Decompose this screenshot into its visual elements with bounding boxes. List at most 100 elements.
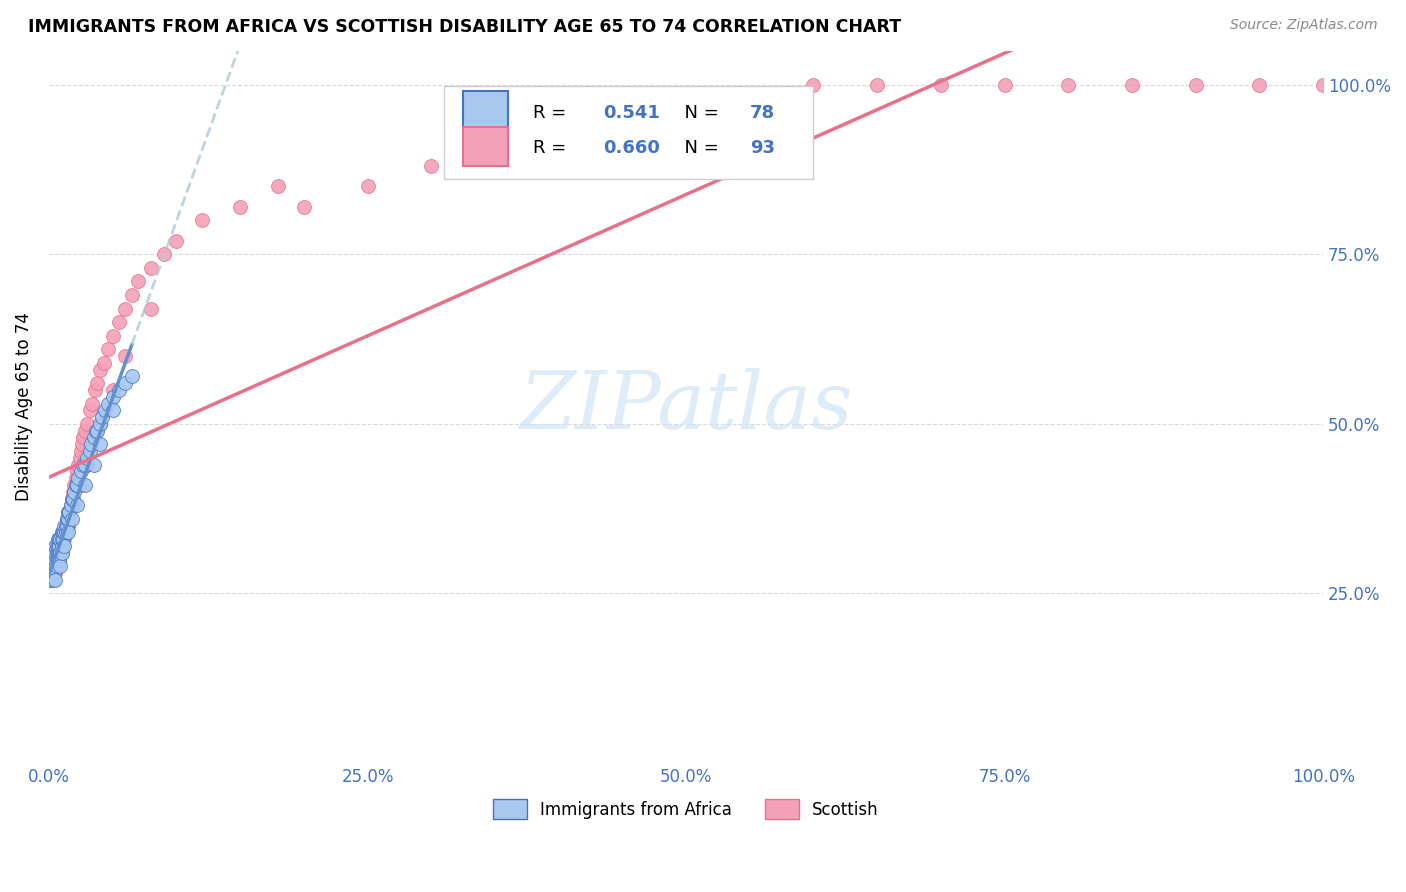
Point [45, 559, 67, 574]
Point [94, 403, 117, 417]
Point [80, 437, 103, 451]
Point [82, 396, 104, 410]
Point [152, 247, 174, 261]
Text: 78: 78 [749, 103, 775, 121]
Point [52, 525, 75, 540]
Point [42, 559, 65, 574]
Point [69, 478, 91, 492]
Point [42, 566, 65, 581]
Point [60, 512, 83, 526]
Point [46, 546, 69, 560]
Point [139, 260, 162, 275]
Point [76, 417, 98, 431]
Point [101, 403, 124, 417]
Point [97, 396, 120, 410]
Point [44, 552, 66, 566]
Text: N =: N = [673, 139, 725, 157]
Point [51, 546, 73, 560]
Point [51, 539, 73, 553]
Point [52, 533, 75, 547]
Point [93, 356, 115, 370]
Point [56, 512, 79, 526]
Point [547, 132, 569, 146]
Point [48, 533, 70, 547]
Text: ZIPatlas: ZIPatlas [519, 368, 853, 446]
Point [52, 525, 75, 540]
Point [73, 458, 96, 472]
Point [73, 424, 96, 438]
Point [91, 410, 114, 425]
Point [44, 573, 66, 587]
Point [49, 533, 72, 547]
Point [41, 566, 63, 581]
Point [63, 478, 86, 492]
Point [55, 525, 77, 540]
Point [1121, 78, 1143, 92]
Point [42, 552, 65, 566]
Point [1249, 78, 1271, 92]
Point [1312, 78, 1334, 92]
Point [42, 573, 65, 587]
Point [72, 430, 94, 444]
Point [39, 566, 62, 581]
Point [65, 471, 87, 485]
Point [51, 525, 73, 540]
Point [48, 539, 70, 553]
Point [84, 424, 107, 438]
Point [70, 437, 93, 451]
Point [292, 200, 315, 214]
Point [69, 464, 91, 478]
Point [46, 539, 69, 553]
Point [42, 573, 65, 587]
Point [48, 546, 70, 560]
Point [484, 145, 506, 160]
Point [53, 518, 76, 533]
Point [108, 383, 131, 397]
Point [58, 505, 80, 519]
Point [41, 552, 63, 566]
Point [51, 533, 73, 547]
Point [97, 343, 120, 357]
Point [48, 533, 70, 547]
Point [45, 559, 67, 574]
Text: N =: N = [673, 103, 725, 121]
Point [41, 546, 63, 560]
Point [56, 505, 79, 519]
Point [46, 539, 69, 553]
Point [89, 362, 111, 376]
Point [139, 301, 162, 316]
Text: 93: 93 [749, 139, 775, 157]
Point [45, 546, 67, 560]
Point [41, 566, 63, 581]
Point [48, 546, 70, 560]
Point [101, 390, 124, 404]
Point [229, 200, 252, 214]
Point [191, 213, 214, 227]
Point [42, 552, 65, 566]
Point [45, 539, 67, 553]
Point [42, 566, 65, 581]
Point [48, 552, 70, 566]
Text: IMMIGRANTS FROM AFRICA VS SCOTTISH DISABILITY AGE 65 TO 74 CORRELATION CHART: IMMIGRANTS FROM AFRICA VS SCOTTISH DISAB… [28, 18, 901, 36]
Point [76, 450, 98, 465]
Point [42, 552, 65, 566]
Point [56, 505, 79, 519]
Point [42, 559, 65, 574]
Point [56, 525, 79, 540]
Point [39, 573, 62, 587]
Point [83, 383, 105, 397]
Text: 0.541: 0.541 [603, 103, 659, 121]
Text: R =: R = [533, 139, 572, 157]
Point [46, 552, 69, 566]
Point [66, 464, 89, 478]
Point [420, 159, 443, 173]
Point [63, 484, 86, 499]
Point [48, 552, 70, 566]
Point [83, 430, 105, 444]
Point [53, 539, 76, 553]
Point [62, 491, 84, 506]
Point [55, 518, 77, 533]
Point [89, 417, 111, 431]
Point [76, 458, 98, 472]
Point [101, 328, 124, 343]
